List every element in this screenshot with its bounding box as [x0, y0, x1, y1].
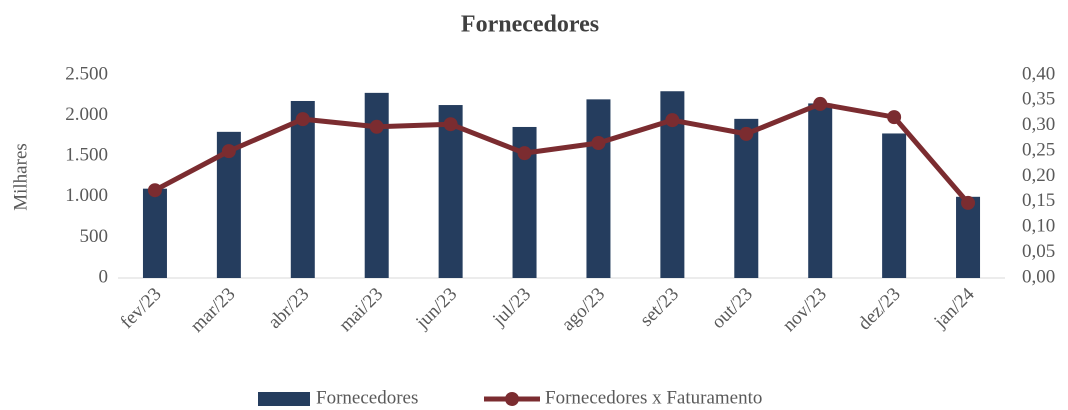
bar — [438, 105, 463, 278]
y2-tick-label: 0,35 — [1022, 89, 1055, 110]
line — [153, 101, 970, 205]
line-marker — [665, 113, 680, 128]
x-tick-label: set/23 — [636, 284, 683, 331]
chart-title: Fornecedores — [461, 12, 599, 38]
line-marker — [443, 117, 458, 132]
y2-tick-label: 0,20 — [1022, 165, 1055, 186]
y-tick-label: 1.000 — [65, 185, 108, 206]
line-marker — [369, 119, 384, 134]
line-marker — [961, 195, 976, 210]
y2-tick-label: 0,15 — [1022, 190, 1055, 211]
bar — [142, 188, 167, 278]
line-marker — [591, 136, 606, 151]
y2-tick-label: 0,25 — [1022, 139, 1055, 160]
legend-label: Fornecedores — [316, 387, 418, 408]
x-tick-label: out/23 — [708, 284, 757, 333]
bar — [734, 118, 759, 279]
x-tick-label: mar/23 — [187, 284, 240, 337]
x-tick-label: nov/23 — [779, 284, 831, 336]
line-marker — [295, 112, 310, 127]
x-tick-label: fev/23 — [116, 284, 165, 333]
x-tick-label: mai/23 — [335, 284, 387, 336]
y2-tick-label: 0,40 — [1022, 63, 1055, 84]
y-tick-label: 2.500 — [65, 63, 108, 84]
y-axis-label: Milhares — [10, 143, 31, 211]
x-tick-label: abr/23 — [264, 284, 313, 333]
y2-tick-label: 0,30 — [1022, 114, 1055, 135]
line-marker — [813, 96, 828, 111]
line-marker — [147, 183, 162, 198]
bar — [808, 103, 833, 278]
bar — [586, 99, 611, 278]
y-tick-label: 2.000 — [65, 104, 108, 125]
bar — [882, 133, 907, 278]
y2-tick-label: 0,10 — [1022, 216, 1055, 237]
x-tick-label: dez/23 — [854, 284, 905, 335]
legend-marker — [505, 392, 519, 406]
line-marker — [887, 110, 902, 125]
line-marker — [739, 126, 754, 141]
x-tick-label: jan/24 — [930, 283, 979, 332]
legend-label: Fornecedores x Faturamento — [545, 387, 762, 408]
y2-tick-label: 0,00 — [1022, 266, 1055, 287]
line-marker — [517, 146, 532, 161]
line-marker — [221, 144, 236, 159]
bar — [290, 100, 315, 278]
bar — [956, 196, 981, 278]
y-tick-label: 1.500 — [65, 145, 108, 166]
x-tick-label: jul/23 — [488, 284, 535, 331]
y-tick-label: 0 — [99, 266, 109, 287]
x-tick-label: jun/23 — [411, 284, 461, 334]
legend-swatch — [258, 392, 310, 406]
y2-tick-label: 0,05 — [1022, 241, 1055, 262]
y-tick-label: 500 — [80, 226, 109, 247]
x-tick-label: ago/23 — [558, 284, 609, 335]
